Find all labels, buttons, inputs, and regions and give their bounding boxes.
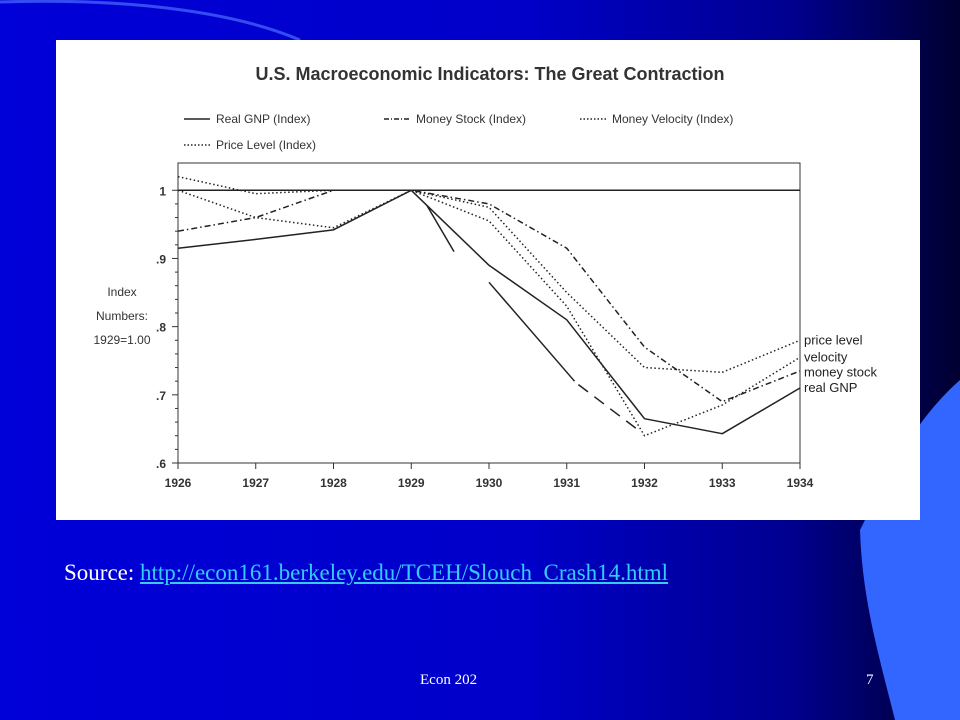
x-tick-label: 1929 [398, 476, 425, 490]
annotation-line [426, 204, 455, 253]
chart-legend: Real GNP (Index) Money Stock (Index) Mon… [184, 112, 733, 152]
series-end-label: price level [804, 332, 863, 347]
y-tick-label: 1 [159, 184, 166, 198]
x-tick-label: 1926 [165, 476, 192, 490]
y-axis-title-line: Numbers: [96, 309, 148, 323]
background-sheen-arc [0, 0, 301, 42]
y-tick-label: .6 [156, 457, 166, 471]
chart-svg: U.S. Macroeconomic Indicators: The Great… [93, 64, 877, 490]
y-axis-title-line: 1929=1.00 [93, 333, 150, 347]
x-tick-label: 1927 [242, 476, 269, 490]
x-tick-label: 1928 [320, 476, 347, 490]
x-tick-label: 1933 [709, 476, 736, 490]
series-lines [177, 175, 801, 437]
x-tick-label: 1932 [631, 476, 658, 490]
x-tick-label: 1931 [553, 476, 580, 490]
series-line-real-gnp-index [177, 189, 801, 435]
x-tick-label: 1934 [787, 476, 814, 490]
source-label: Source: [64, 560, 135, 585]
footer-course: Econ 202 [420, 672, 478, 688]
legend-label-real-gnp: Real GNP (Index) [216, 112, 310, 126]
page-number: 7 [866, 672, 874, 688]
y-tick-label: .9 [156, 252, 166, 266]
chart-panel: U.S. Macroeconomic Indicators: The Great… [56, 40, 920, 520]
plot-area-frame [177, 162, 801, 464]
series-line-money-velocity-index [177, 175, 801, 437]
annotation-line [577, 383, 638, 430]
legend-label-money-stock: Money Stock (Index) [416, 112, 526, 126]
axis-ticks: 1926 1927 1928 1929 1930 1931 1932 1933 1934 1 .9.… [156, 184, 814, 490]
series-end-label: velocity [804, 349, 848, 364]
series-end-label: real GNP [804, 380, 857, 395]
background-curve-shape [860, 380, 960, 720]
chart-title: U.S. Macroeconomic Indicators: The Great… [255, 64, 724, 84]
y-axis-title-line: Index [107, 285, 136, 299]
y-axis-title: Index Numbers: 1929=1.00 [93, 285, 150, 347]
x-tick-label: 1930 [476, 476, 503, 490]
series-end-label: money stock [804, 364, 877, 379]
source-citation: Source: http://econ161.berkeley.edu/TCEH… [64, 560, 668, 586]
annotation-line [488, 281, 576, 382]
legend-label-price-level: Price Level (Index) [216, 138, 316, 152]
legend-label-money-velocity: Money Velocity (Index) [612, 112, 733, 126]
y-tick-label: .8 [156, 321, 166, 335]
source-link[interactable]: http://econ161.berkeley.edu/TCEH/Slouch_… [140, 560, 669, 585]
series-line-money-stock-index [177, 189, 801, 403]
series-line-price-level-index [177, 189, 801, 374]
y-tick-label: .7 [156, 389, 166, 403]
